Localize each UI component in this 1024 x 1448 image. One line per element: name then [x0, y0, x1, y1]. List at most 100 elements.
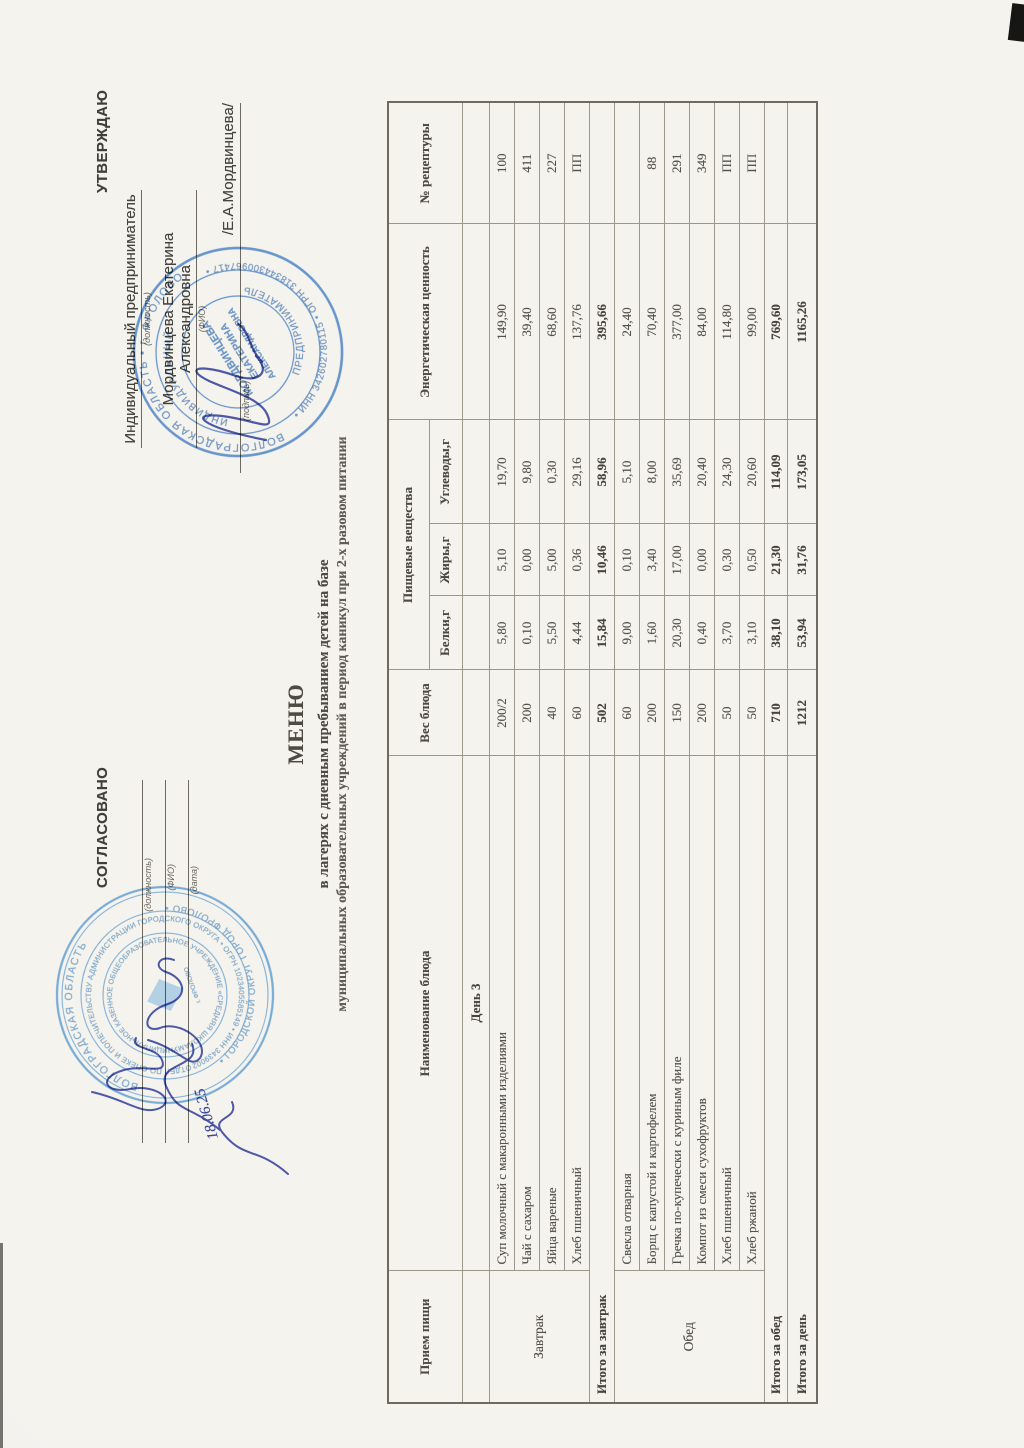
empty-cell — [462, 524, 489, 596]
recipe-cell: 88 — [639, 101, 664, 224]
carbs-cell: 29,16 — [564, 419, 589, 524]
dish-name: Яйца вареные — [539, 756, 564, 1271]
signature-stroke — [236, 322, 264, 364]
recipe-cell: 411 — [514, 101, 539, 224]
protein-cell: 5,50 — [539, 596, 564, 670]
fat-cell: 0,50 — [739, 524, 764, 596]
energy-cell: 39,40 — [514, 223, 539, 420]
dish-row: Яйца вареные 40 5,50 5,00 0,30 68,60 227 — [539, 101, 564, 1403]
dish-row: Компот из смеси сухофруктов 200 0,40 0,00 20… — [689, 101, 714, 1403]
menu-table: Прием пищи Наименование блюда Вес блюда … — [387, 100, 818, 1404]
dish-row: Хлеб пшеничный 50 3,70 0,30 24,30 114,80 ПП — [714, 101, 739, 1403]
energy-cell: 24,40 — [614, 223, 639, 420]
fat-cell: 0,30 — [714, 524, 739, 596]
protein-cell: 53,94 — [787, 596, 817, 670]
fat-cell: 5,10 — [489, 524, 514, 596]
energy-cell: 70,40 — [639, 223, 664, 420]
total-row: Итого за день 1212 53,94 31,76 173,05 1165,26 — [787, 101, 817, 1403]
carbs-cell: 0,30 — [539, 419, 564, 524]
doc-subtitle-2: муниципальных образовательных учреждений… — [335, 436, 350, 1012]
total-row: Итого за завтрак 502 15,84 10,46 58,96 395,66 — [589, 101, 614, 1403]
protein-cell: 20,30 — [664, 596, 689, 670]
dish-row: Хлеб ржаной 50 3,10 0,50 20,60 99,00 ПП — [739, 101, 764, 1403]
weight-cell: 60 — [614, 670, 639, 756]
protein-cell: 5,80 — [489, 596, 514, 670]
total-label: Итого за обед — [764, 756, 787, 1403]
col-header-fat: Жиры,г — [429, 524, 462, 596]
carbs-cell: 8,00 — [639, 419, 664, 524]
carbs-cell: 19,70 — [489, 419, 514, 524]
weight-cell: 40 — [539, 670, 564, 756]
col-header-nutrients: Пищевые вещества — [388, 419, 429, 670]
weight-cell: 200/2 — [489, 670, 514, 756]
fat-cell: 0,36 — [564, 524, 589, 596]
recipe-cell: ПП — [564, 101, 589, 224]
agree-signatures: 18.06.25 — [91, 957, 289, 1175]
dish-row: Чай с сахаром 200 0,10 0,00 9,80 39,40 411 — [514, 101, 539, 1403]
carbs-cell: 173,05 — [787, 419, 817, 524]
menu-table-head: Прием пищи Наименование блюда Вес блюда … — [388, 101, 462, 1403]
energy-cell: 769,60 — [764, 223, 787, 420]
empty-cell — [462, 223, 489, 420]
header-row-1: Прием пищи Наименование блюда Вес блюда … — [388, 101, 462, 1403]
carbs-cell: 24,30 — [714, 419, 739, 524]
dish-row: Завтрак Суп молочный с макаронными издели… — [489, 101, 589, 1403]
col-header-energy: Энергетическая ценность — [388, 223, 462, 420]
weight-cell: 1212 — [787, 670, 817, 756]
energy-cell: 1165,26 — [787, 223, 817, 420]
protein-cell: 0,40 — [689, 596, 714, 670]
recipe-cell: 227 — [539, 101, 564, 224]
protein-cell: 15,84 — [589, 596, 614, 670]
doc-subtitle-1: в лагерях с дневным пребыванием детей на… — [316, 559, 332, 889]
dish-name: Хлеб пшеничный — [714, 756, 739, 1271]
recipe-cell: 100 — [489, 101, 514, 224]
col-header-protein: Белки,г — [429, 596, 462, 670]
doc-title-block: МЕНЮ в лагерях с дневным пребыванием дет… — [283, 0, 351, 1448]
weight-cell: 710 — [764, 670, 787, 756]
stamp-outer-ring — [132, 246, 344, 458]
col-header-meal: Прием пищи — [388, 1271, 462, 1403]
fat-cell: 0,00 — [514, 524, 539, 596]
scan-edge-artifact — [0, 1243, 3, 1448]
energy-cell: 149,90 — [489, 223, 514, 420]
signature-stroke — [195, 354, 271, 442]
col-header-dish: Наименование блюда — [388, 756, 462, 1271]
recipe-cell — [614, 101, 639, 224]
empty-cell — [462, 419, 489, 524]
weight-cell: 50 — [739, 670, 764, 756]
weight-cell: 200 — [514, 670, 539, 756]
signature-stroke — [91, 1037, 167, 1112]
fat-cell: 3,40 — [639, 524, 664, 596]
carbs-cell: 5,10 — [614, 419, 639, 524]
dish-row: Хлеб пшеничный 60 4,44 0,36 29,16 137,76 ПП — [564, 101, 589, 1403]
protein-cell: 9,00 — [614, 596, 639, 670]
energy-cell: 68,60 — [539, 223, 564, 420]
signature-stroke — [218, 1101, 289, 1175]
protein-cell: 3,70 — [714, 596, 739, 670]
protein-cell: 38,10 — [764, 596, 787, 670]
fat-cell: 10,46 — [589, 524, 614, 596]
carbs-cell: 20,60 — [739, 419, 764, 524]
energy-cell: 377,00 — [664, 223, 689, 420]
col-header-carbs: Углеводы,г — [429, 419, 462, 524]
weight-cell: 200 — [689, 670, 714, 756]
meal-cell — [462, 1271, 489, 1403]
weight-cell: 150 — [664, 670, 689, 756]
carbs-cell: 114,09 — [764, 419, 787, 524]
weight-cell: 50 — [714, 670, 739, 756]
fat-cell: 31,76 — [787, 524, 817, 596]
doc-title: МЕНЮ — [283, 683, 308, 765]
carbs-cell: 58,96 — [589, 419, 614, 524]
stamp-outer-ring — [55, 885, 275, 1105]
weight-cell: 502 — [589, 670, 614, 756]
protein-cell: 4,44 — [564, 596, 589, 670]
day-row: День 3 — [462, 101, 489, 1403]
energy-cell: 99,00 — [739, 223, 764, 420]
fat-cell: 5,00 — [539, 524, 564, 596]
weight-cell: 60 — [564, 670, 589, 756]
dish-name: Хлеб пшеничный — [564, 756, 589, 1271]
school-round-stamp: ВОЛГОГРАДСКАЯ ОБЛАСТЬ • ГОРОДСКОЙ ОКРУГ … — [23, 881, 283, 1143]
fat-cell: 0,10 — [614, 524, 639, 596]
signature-stroke — [146, 957, 203, 1063]
